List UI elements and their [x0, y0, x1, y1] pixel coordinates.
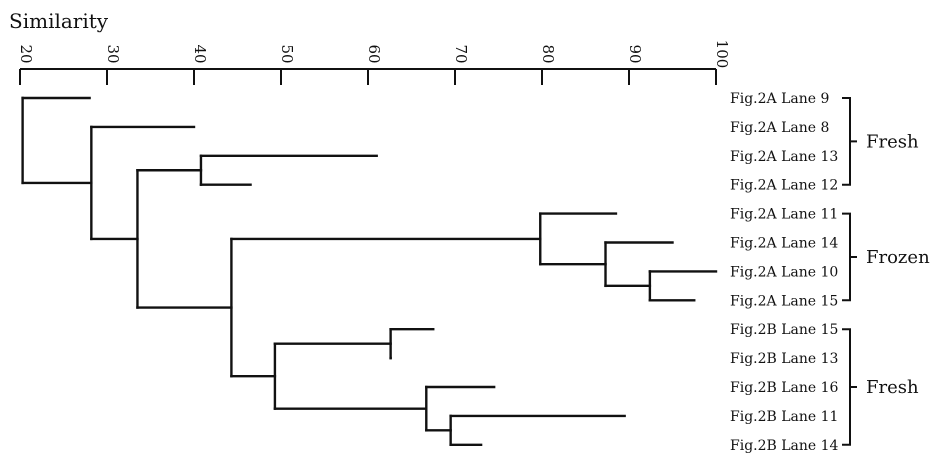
group-brackets: Fresh Frozen Fresh: [842, 97, 930, 446]
axis-tick-label: 80: [539, 44, 557, 63]
leaf-label: Fig.2A Lane 15: [730, 293, 838, 309]
axis-tick-label: 20: [17, 44, 35, 63]
axis-tick-label: 50: [278, 44, 296, 63]
axis-tick-label: 60: [365, 44, 383, 63]
group-label: Frozen: [866, 247, 930, 268]
leaf-label: Fig.2A Lane 9: [730, 91, 829, 107]
leaf-label: Fig.2A Lane 14: [730, 236, 838, 252]
axis-tick-label: 30: [104, 44, 122, 63]
axis-tick-label: 90: [626, 44, 644, 63]
axis-tick-label: 70: [452, 44, 470, 63]
axis-title: Similarity: [9, 9, 109, 33]
group-bracket: [842, 97, 857, 186]
leaf-label: Fig.2A Lane 12: [730, 178, 838, 194]
dendrogram-tree: [21, 96, 718, 446]
axis-tick-label: 40: [191, 44, 209, 63]
similarity-axis: 20 30 40 50 60 70 80 90 100: [17, 40, 731, 85]
leaf-label: Fig.2A Lane 13: [730, 149, 838, 165]
axis-tick-label: 100: [713, 40, 731, 69]
leaf-labels: Fig.2A Lane 9 Fig.2A Lane 8 Fig.2A Lane 13…: [730, 91, 839, 454]
group-bracket: [842, 328, 857, 446]
leaf-label: Fig.2B Lane 15: [730, 322, 838, 338]
leaf-label: Fig.2A Lane 8: [730, 120, 829, 136]
leaf-label: Fig.2A Lane 10: [730, 264, 838, 280]
leaf-label: Fig.2A Lane 11: [730, 207, 838, 223]
leaf-label: Fig.2B Lane 16: [730, 380, 839, 396]
group-label: Fresh: [866, 131, 919, 152]
leaf-label: Fig.2B Lane 13: [730, 351, 838, 367]
group-label: Fresh: [866, 377, 919, 398]
leaf-label: Fig.2B Lane 14: [730, 438, 839, 454]
group-bracket: [842, 212, 857, 302]
leaf-label: Fig.2B Lane 11: [730, 409, 838, 425]
